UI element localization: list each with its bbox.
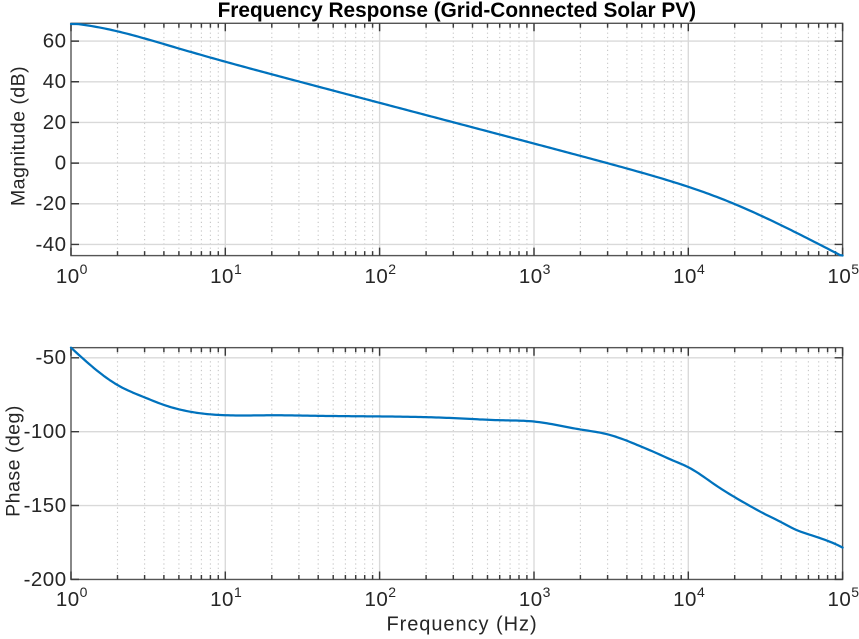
- svg-text:-100: -100: [24, 420, 67, 443]
- svg-text:40: 40: [43, 70, 67, 93]
- svg-text:60: 60: [43, 30, 67, 53]
- svg-text:-40: -40: [35, 233, 66, 256]
- svg-text:Frequency Response (Grid-Conne: Frequency Response (Grid-Connected Solar…: [218, 0, 696, 22]
- svg-text:-150: -150: [24, 494, 67, 517]
- svg-text:Phase (deg): Phase (deg): [3, 405, 25, 517]
- svg-text:-20: -20: [35, 192, 66, 215]
- svg-text:103: 103: [519, 261, 551, 288]
- svg-text:Frequency (Hz): Frequency (Hz): [386, 614, 537, 636]
- svg-text:100: 100: [56, 261, 88, 288]
- svg-text:-200: -200: [24, 568, 67, 591]
- svg-text:Magnitude (dB): Magnitude (dB): [8, 66, 30, 206]
- svg-text:0: 0: [55, 152, 67, 175]
- svg-text:20: 20: [43, 111, 67, 134]
- svg-text:-50: -50: [35, 346, 66, 369]
- svg-text:104: 104: [673, 584, 705, 611]
